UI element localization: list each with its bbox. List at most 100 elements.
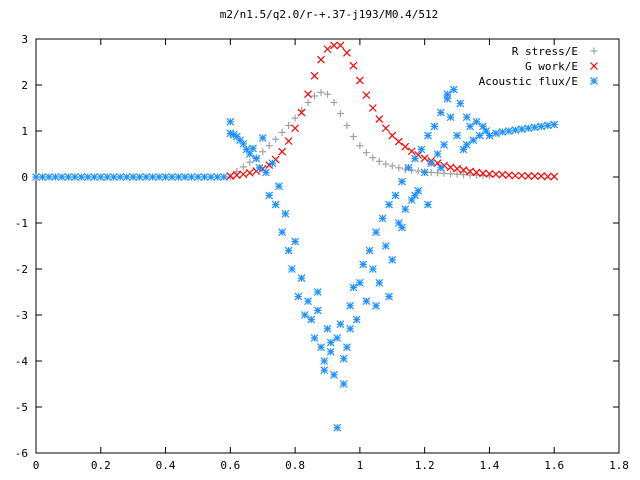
- data-point: [388, 162, 396, 170]
- data-point: [423, 200, 432, 209]
- data-point: [372, 228, 381, 237]
- data-point: [297, 274, 306, 283]
- legend-label: R stress/E: [512, 45, 578, 58]
- data-point: [271, 200, 280, 209]
- data-point: [446, 163, 455, 172]
- data-point: [200, 173, 209, 181]
- x-tick-label: 1.4: [480, 459, 500, 472]
- data-point: [472, 168, 481, 177]
- data-point: [259, 148, 267, 156]
- data-point: [491, 170, 500, 179]
- data-point: [64, 173, 73, 181]
- data-point: [391, 191, 400, 200]
- y-tick-label: -3: [15, 309, 28, 322]
- y-tick-label: -4: [15, 355, 29, 368]
- data-point: [398, 177, 406, 186]
- data-point: [381, 124, 390, 133]
- data-point: [543, 121, 552, 130]
- data-point: [362, 149, 370, 157]
- data-point: [142, 173, 151, 181]
- data-point: [300, 311, 309, 319]
- data-point: [407, 196, 416, 204]
- data-point: [265, 191, 274, 200]
- data-point: [313, 288, 322, 296]
- x-tick-label: 1: [357, 459, 364, 472]
- data-point: [339, 354, 348, 363]
- data-point: [343, 48, 351, 57]
- data-point: [530, 123, 539, 132]
- data-point: [369, 154, 377, 162]
- data-point: [524, 172, 533, 181]
- data-point: [479, 169, 487, 178]
- data-point: [336, 41, 345, 50]
- data-point: [460, 171, 468, 179]
- data-point: [187, 173, 196, 181]
- data-point: [466, 171, 474, 179]
- data-point: [255, 163, 264, 172]
- data-point: [272, 135, 280, 143]
- data-point: [482, 127, 491, 135]
- data-point: [278, 147, 287, 156]
- data-point: [174, 173, 183, 181]
- data-point: [355, 278, 364, 287]
- data-point: [274, 182, 283, 191]
- data-point: [239, 163, 247, 171]
- legend-marker: [590, 62, 598, 70]
- data-point: [155, 173, 164, 181]
- data-point: [219, 173, 228, 181]
- data-point: [436, 163, 445, 172]
- y-tick-label: -5: [15, 401, 28, 414]
- data-point: [96, 173, 105, 181]
- data-point: [411, 191, 419, 200]
- data-point: [459, 145, 468, 154]
- data-point: [304, 90, 312, 99]
- data-point: [475, 131, 484, 140]
- data-point: [352, 315, 361, 324]
- data-point: [116, 173, 125, 181]
- data-point: [346, 301, 355, 310]
- data-point: [472, 117, 481, 126]
- data-point: [326, 347, 335, 356]
- data-point: [135, 173, 144, 181]
- data-point: [479, 122, 487, 131]
- data-point: [440, 140, 449, 149]
- data-point: [181, 173, 189, 181]
- data-point: [226, 173, 234, 181]
- data-point: [433, 150, 442, 158]
- data-point: [77, 173, 86, 181]
- data-point: [530, 172, 539, 181]
- data-point: [268, 159, 277, 168]
- data-point: [278, 128, 286, 136]
- data-point: [291, 237, 300, 246]
- data-point: [310, 71, 319, 80]
- legend: R stress/E G work/E Acoustic flux/E: [479, 45, 598, 88]
- data-point: [148, 173, 157, 181]
- data-point: [511, 126, 520, 135]
- data-point: [427, 168, 435, 176]
- data-point: [423, 131, 432, 140]
- data-point: [317, 55, 325, 64]
- data-point: [249, 144, 257, 153]
- data-point: [368, 104, 377, 112]
- data-point: [417, 145, 426, 154]
- data-point: [343, 121, 351, 129]
- data-point: [466, 122, 474, 131]
- x-tick-label: 0.8: [285, 459, 305, 472]
- data-point: [394, 219, 403, 227]
- data-point: [291, 114, 299, 122]
- data-point: [504, 171, 513, 180]
- data-point: [388, 255, 397, 264]
- data-point: [194, 173, 202, 181]
- data-point: [339, 380, 348, 388]
- data-point: [330, 98, 338, 106]
- data-point: [375, 115, 384, 123]
- data-point: [537, 122, 546, 131]
- x-tick-label: 1.2: [415, 459, 435, 472]
- legend-marker: [590, 47, 598, 55]
- data-point: [232, 171, 241, 180]
- x-tick-label: 1.8: [609, 459, 629, 472]
- data-point: [362, 91, 371, 100]
- data-point: [70, 173, 79, 181]
- data-point: [333, 334, 342, 342]
- data-point: [349, 283, 358, 292]
